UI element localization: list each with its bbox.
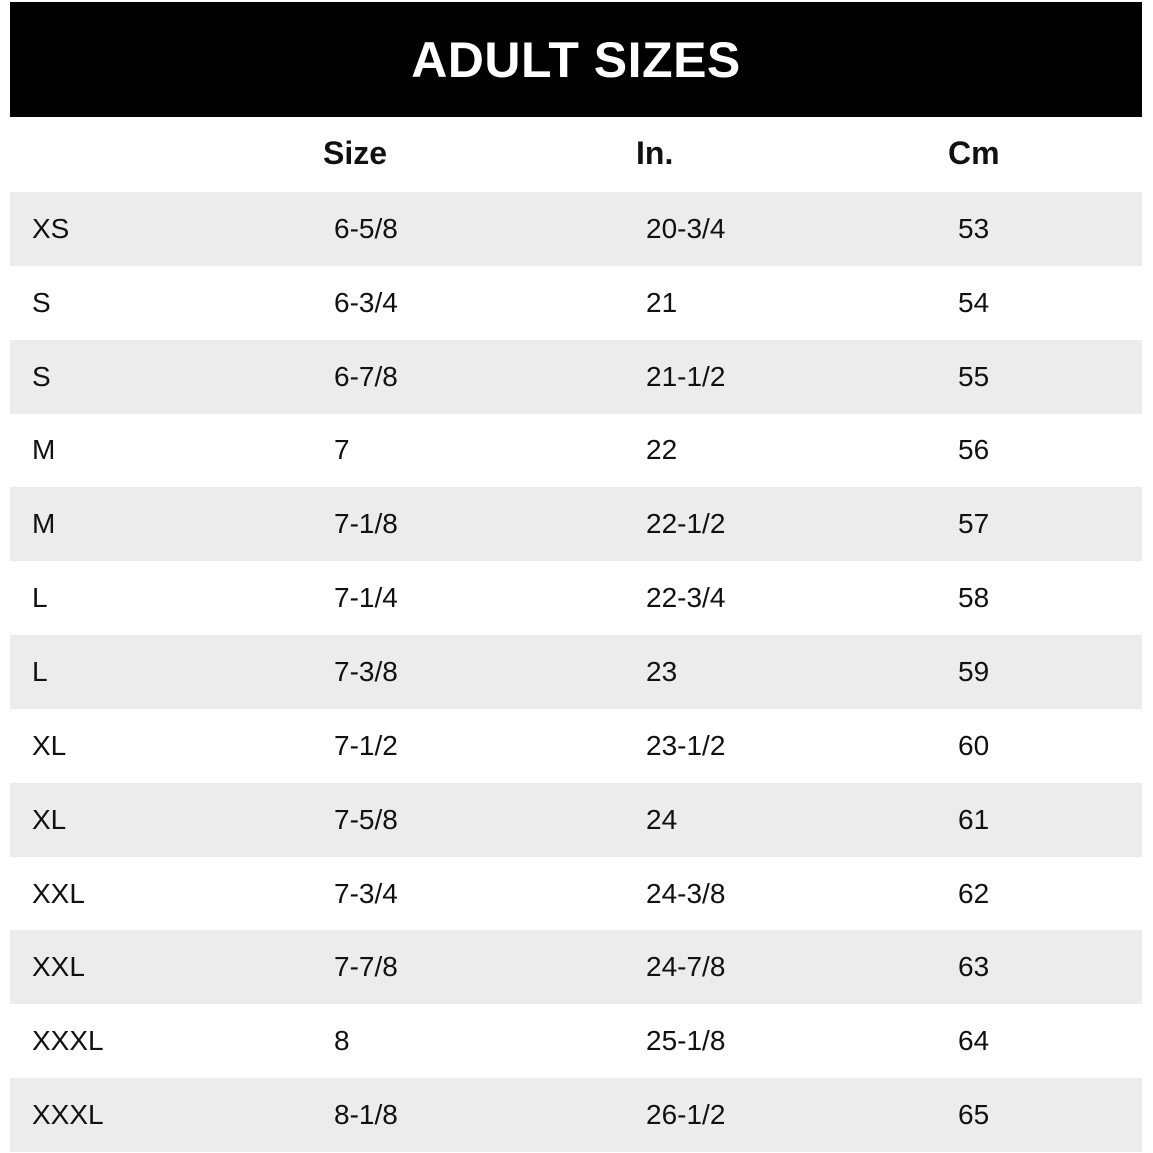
cell-hat-size: 8 [334,1025,350,1057]
cell-inches: 26-1/2 [646,1099,726,1131]
cell-inches: 22 [646,434,678,466]
table-row: XS 6-5/8 20-3/4 53 [10,192,1142,266]
cell-hat-size: 6-7/8 [334,360,398,392]
cell-hat-size: 7-1/2 [334,729,398,761]
table-row: M 7-1/8 22-1/2 57 [10,487,1142,562]
cell-hat-size: 6-5/8 [334,212,398,244]
cell-size-label: M [32,434,56,466]
cell-centimeters: 62 [958,877,990,909]
table-row: M 7 22 56 [10,414,1142,488]
cell-size-label: XL [32,729,67,761]
cell-size-label: XXXL [32,1025,104,1057]
cell-size-label: XXXL [32,1099,104,1131]
table-body: XS 6-5/8 20-3/4 53 S 6-3/4 21 54 S 6-7/8 21-1/2 55 M… [10,192,1142,1152]
cell-inches: 23 [646,655,678,687]
cell-centimeters: 58 [958,582,990,614]
cell-hat-size: 7-1/4 [334,582,398,614]
cell-size-label: XL [32,803,67,835]
cell-size-label: S [32,286,51,318]
table-header: Size In. Cm [10,117,1142,192]
cell-inches: 24-7/8 [646,951,726,983]
column-header-inches: In. [636,135,674,171]
table-row: XXL 7-3/4 24-3/8 62 [10,857,1142,931]
cell-hat-size: 6-3/4 [334,286,398,318]
column-header-cm: Cm [948,135,1000,171]
cell-size-label: M [32,508,56,540]
cell-hat-size: 8-1/8 [334,1099,398,1131]
cell-inches: 22-3/4 [646,582,726,614]
cell-centimeters: 64 [958,1025,990,1057]
cell-centimeters: 63 [958,951,990,983]
cell-centimeters: 61 [958,803,990,835]
cell-centimeters: 56 [958,434,990,466]
column-header-size: Size [323,135,388,171]
table-row: XXL 7-7/8 24-7/8 63 [10,930,1142,1005]
title-banner: ADULT SIZES [10,2,1142,117]
cell-size-label: XS [32,212,70,244]
cell-centimeters: 55 [958,360,990,392]
cell-hat-size: 7-5/8 [334,803,398,835]
table-row: L 7-1/4 22-3/4 58 [10,561,1142,635]
cell-hat-size: 7 [334,434,350,466]
cell-hat-size: 7-7/8 [334,951,398,983]
cell-inches: 25-1/8 [646,1025,726,1057]
cell-size-label: S [32,360,51,392]
page-title: ADULT SIZES [411,31,741,88]
table-row: L 7-3/8 23 59 [10,635,1142,709]
cell-centimeters: 59 [958,655,990,687]
cell-inches: 21-1/2 [646,360,726,392]
cell-inches: 23-1/2 [646,729,726,761]
cell-inches: 22-1/2 [646,508,726,540]
cell-inches: 24 [646,803,678,835]
cell-centimeters: 57 [958,508,990,540]
cell-size-label: L [32,655,48,687]
cell-centimeters: 60 [958,729,990,761]
cell-hat-size: 7-3/8 [334,655,398,687]
cell-centimeters: 53 [958,212,990,244]
table-row: XL 7-5/8 24 61 [10,782,1142,857]
cell-hat-size: 7-1/8 [334,508,398,540]
table-row: S 6-7/8 21-1/2 55 [10,339,1142,414]
cell-size-label: XXL [32,877,85,909]
cell-size-label: L [32,582,48,614]
table-row: XXXL 8 25-1/8 64 [10,1004,1142,1078]
cell-centimeters: 54 [958,286,990,318]
cell-hat-size: 7-3/4 [334,877,398,909]
cell-inches: 24-3/8 [646,877,726,909]
table-row: S 6-3/4 21 54 [10,266,1142,340]
cell-centimeters: 65 [958,1099,990,1131]
cell-size-label: XXL [32,951,85,983]
table-row: XXXL 8-1/8 26-1/2 65 [10,1078,1142,1152]
table-row: XL 7-1/2 23-1/2 60 [10,709,1142,783]
cell-inches: 20-3/4 [646,212,726,244]
cell-inches: 21 [646,286,678,318]
